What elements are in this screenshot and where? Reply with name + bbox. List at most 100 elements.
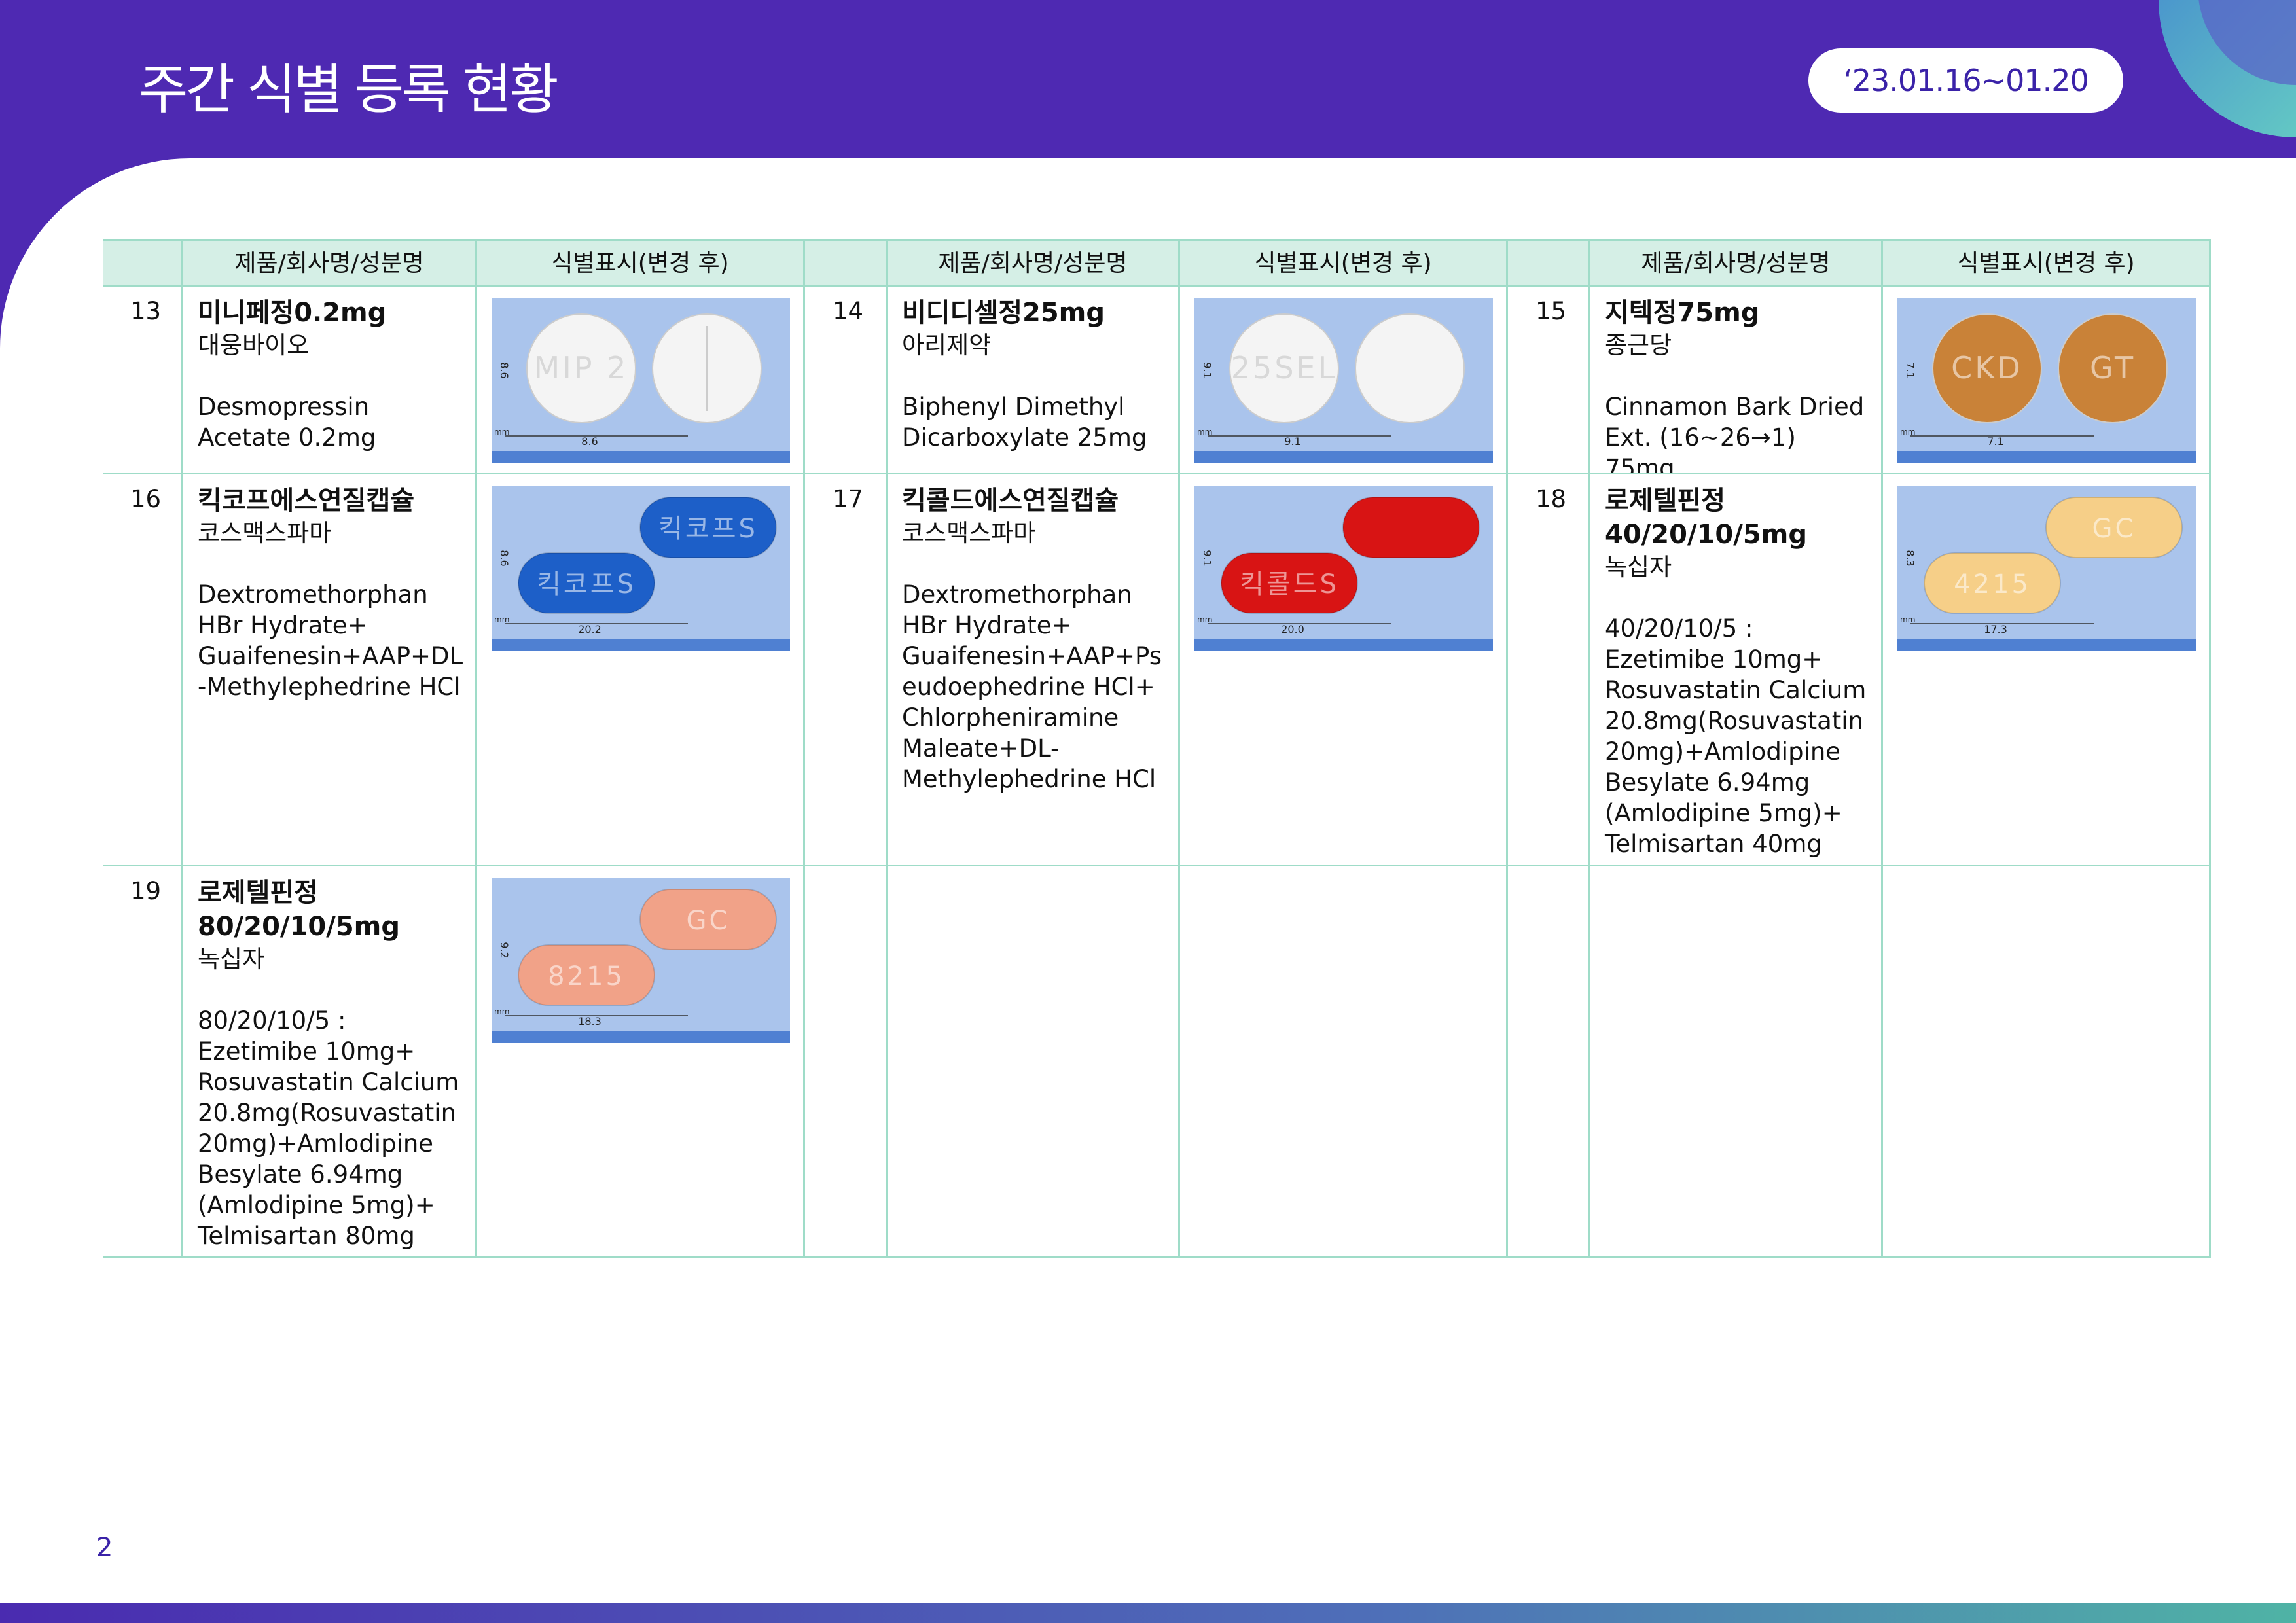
dim-width: 20.2 — [578, 623, 601, 635]
dim-unit: mm — [1900, 427, 1915, 437]
no-cell: 14 — [805, 287, 888, 474]
pill-imprint: 킥코프S — [537, 569, 636, 599]
pill-image: 킥콜드S 20.0 9.1 mm — [1194, 486, 1493, 651]
pill — [1932, 313, 2042, 423]
company-name: 코스맥스파마 — [198, 519, 332, 547]
image-footer — [492, 451, 790, 463]
ingredient: Dextromethorphan HBr Hydrate+ Guaifenesi… — [902, 580, 1162, 793]
company-name: 종근당 — [1605, 331, 1672, 359]
image-cell — [1180, 866, 1508, 1258]
product-cell: 킥콜드에스연질캡슐 코스맥스파마 Dextromethorphan HBr Hydr… — [888, 474, 1180, 866]
pill-imprint: GC — [687, 906, 730, 936]
pill-imprint: GC — [2092, 514, 2136, 544]
ingredient: Desmopressin Acetate 0.2mg — [198, 393, 376, 452]
image-footer — [1194, 639, 1493, 651]
pill-imprint: GT — [2090, 350, 2136, 385]
header-cell-no — [1508, 239, 1590, 287]
product-name: 로제텔핀정 40/20/10/5mg — [1605, 486, 1807, 550]
dim-height: 9.1 — [1201, 550, 1213, 566]
product-cell — [888, 866, 1180, 1258]
pill-imprint: 킥콜드S — [1240, 569, 1339, 599]
item-number: 14 — [833, 297, 864, 325]
dim-unit: mm — [1197, 615, 1212, 624]
header-cell-no — [805, 239, 888, 287]
ingredient: Cinnamon Bark Dried Ext. (16~26→1) 75mg — [1605, 393, 1865, 474]
image-footer — [492, 1031, 790, 1043]
pill — [518, 944, 655, 1006]
pill — [1355, 313, 1465, 423]
dim-width: 9.1 — [1284, 435, 1300, 448]
product-cell: 미니페정0.2mg 대웅바이오 Desmopressin Acetate 0.2mg — [183, 287, 477, 474]
product-name: 킥코프에스연질캡슐 — [198, 486, 415, 516]
product-cell: 로제텔핀정 40/20/10/5mg 녹십자 40/20/10/5 : Ezetim… — [1590, 474, 1883, 866]
company-name: 대웅바이오 — [198, 331, 310, 359]
pill — [639, 889, 777, 950]
dim-height: 9.2 — [498, 942, 511, 958]
header-cell-product: 제품/회사명/성분명 — [888, 239, 1180, 287]
header-cell-image: 식별표시(변경 후) — [1180, 239, 1508, 287]
pill-image: MIP 2 8.6 8.6 mm — [492, 298, 790, 463]
pill-image: 8215 GC 18.3 9.2 mm — [492, 878, 790, 1043]
ingredient: Dextromethorphan HBr Hydrate+ Guaifenesi… — [198, 580, 463, 701]
image-cell — [1883, 866, 2211, 1258]
company-name: 아리제약 — [902, 331, 992, 359]
no-cell: 18 — [1508, 474, 1590, 866]
no-cell — [1508, 866, 1590, 1258]
item-number: 19 — [130, 877, 162, 905]
dim-unit: mm — [1197, 427, 1212, 437]
ingredient: 80/20/10/5 : Ezetimibe 10mg+ Rosuvastati… — [198, 1007, 459, 1250]
product-name: 미니페정0.2mg — [198, 298, 387, 328]
dim-unit: mm — [1900, 615, 1915, 624]
image-footer — [492, 639, 790, 651]
product-name: 지텍정75mg — [1605, 298, 1760, 328]
no-cell: 19 — [103, 866, 183, 1258]
image-cell: MIP 2 8.6 8.6 mm — [477, 287, 805, 474]
dim-height: 8.6 — [498, 550, 511, 566]
pill — [1221, 552, 1358, 614]
header-cell-image: 식별표시(변경 후) — [477, 239, 805, 287]
pill — [2045, 497, 2183, 558]
product-cell: 비디디셀정25mg 아리제약 Biphenyl Dimethyl Dicarboxy… — [888, 287, 1180, 474]
no-cell: 13 — [103, 287, 183, 474]
item-number: 16 — [130, 485, 162, 513]
pill-imprint: 킥코프S — [658, 514, 758, 544]
product-name: 로제텔핀정 80/20/10/5mg — [198, 878, 400, 942]
image-cell: 킥코프S 킥코프S 20.2 8.6 mm — [477, 474, 805, 866]
pill-image: 4215 GC 17.3 8.3 mm — [1897, 486, 2196, 651]
dim-width: 18.3 — [578, 1015, 601, 1027]
image-cell: CKD GT 7.1 7.1 mm — [1883, 287, 2211, 474]
pill-imprint: 8215 — [548, 961, 625, 991]
pill-imprint: 4215 — [1954, 569, 2031, 599]
pill — [639, 497, 777, 558]
no-cell — [805, 866, 888, 1258]
product-cell: 로제텔핀정 80/20/10/5mg 녹십자 80/20/10/5 : Ezetim… — [183, 866, 477, 1258]
image-footer — [1194, 451, 1493, 463]
pill-imprint: CKD — [1951, 350, 2023, 385]
image-cell: 킥콜드S 20.0 9.1 mm — [1180, 474, 1508, 866]
pill-imprint: 25SEL — [1231, 350, 1337, 385]
no-cell: 16 — [103, 474, 183, 866]
image-footer — [1897, 639, 2196, 651]
pill-image: 25SEL 9.1 9.1 mm — [1194, 298, 1493, 463]
page-number: 2 — [96, 1533, 113, 1563]
image-cell: 8215 GC 18.3 9.2 mm — [477, 866, 805, 1258]
pill-image: 킥코프S 킥코프S 20.2 8.6 mm — [492, 486, 790, 651]
dim-height: 7.1 — [1904, 362, 1916, 378]
header-cell-product: 제품/회사명/성분명 — [1590, 239, 1883, 287]
header-cell-product: 제품/회사명/성분명 — [183, 239, 477, 287]
pill — [2058, 313, 2168, 423]
company-name: 녹십자 — [198, 945, 265, 973]
no-cell: 15 — [1508, 287, 1590, 474]
dim-height: 8.3 — [1904, 550, 1916, 566]
company-name: 코스맥스파마 — [902, 519, 1036, 547]
pill-image: CKD GT 7.1 7.1 mm — [1897, 298, 2196, 463]
dim-unit: mm — [494, 615, 509, 624]
dim-unit: mm — [494, 427, 509, 437]
header-cell-image: 식별표시(변경 후) — [1883, 239, 2211, 287]
pill — [1229, 313, 1339, 423]
dim-unit: mm — [494, 1007, 509, 1016]
ingredient: Biphenyl Dimethyl Dicarboxylate 25mg — [902, 393, 1147, 452]
image-cell: 25SEL 9.1 9.1 mm — [1180, 287, 1508, 474]
